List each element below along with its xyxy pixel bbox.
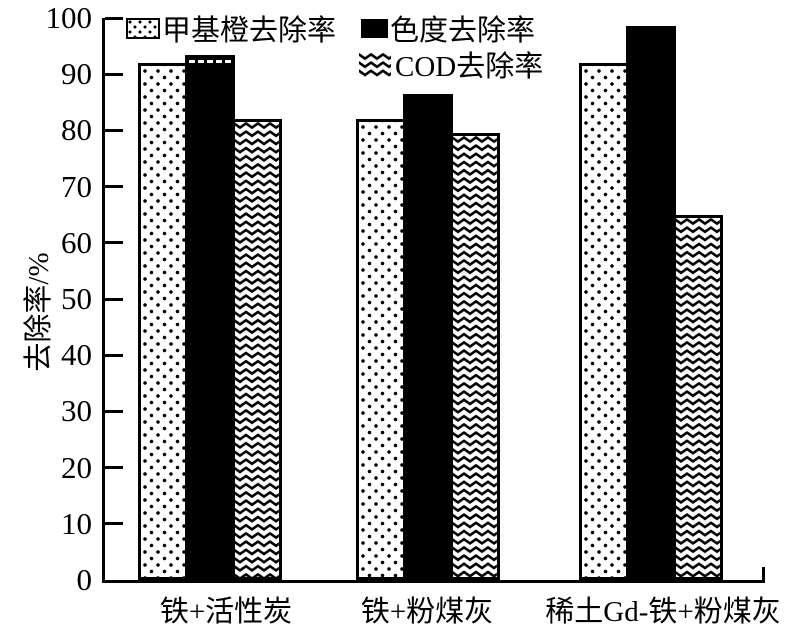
dashed-line-artifact [189, 60, 231, 63]
x-category-label: 铁+活性炭 [159, 596, 293, 628]
plot-area [102, 16, 765, 583]
y-tick-label: 50 [61, 281, 92, 316]
bar-group [138, 55, 282, 580]
bar-dots [579, 63, 629, 580]
legend-swatch-zigzag [359, 51, 391, 77]
bar-zigzag [673, 215, 723, 580]
bar-solid [626, 26, 676, 580]
y-tick-label: 40 [61, 337, 92, 373]
y-tick-label: 0 [76, 562, 93, 597]
x-category-label: 铁+粉煤灰 [360, 596, 494, 628]
y-tick [105, 466, 123, 470]
y-tick [105, 185, 123, 189]
y-tick-label: 70 [61, 168, 92, 204]
legend-item-chroma: 色度去除率 [361, 7, 535, 49]
bar-zigzag [232, 119, 282, 580]
x-category-label: 稀土Gd-铁+粉煤灰 [545, 596, 781, 628]
y-tick-label: 100 [45, 0, 93, 35]
legend-label: 色度去除率 [390, 15, 536, 47]
legend-label: 甲基橙去除率 [162, 15, 337, 47]
y-tick [105, 128, 123, 132]
y-tick-label: 80 [61, 112, 92, 148]
y-tick-label: 60 [61, 224, 92, 260]
bar-dots [356, 119, 406, 580]
bar-dots [138, 63, 188, 580]
y-tick-label: 90 [61, 56, 92, 92]
y-tick [105, 409, 123, 413]
y-tick-label: 20 [61, 449, 92, 485]
y-tick [105, 72, 123, 76]
bar-solid [403, 94, 453, 580]
bar-zigzag [450, 133, 500, 580]
y-tick [105, 353, 123, 357]
legend-item-methyl-orange: 甲基橙去除率 [126, 7, 336, 49]
y-tick [105, 241, 123, 245]
y-tick-label: 10 [61, 505, 92, 541]
bar-group [356, 94, 500, 580]
y-tick [105, 16, 123, 20]
y-tick [105, 297, 123, 301]
legend-swatch-dots [126, 17, 160, 39]
legend-swatch-solid [361, 18, 388, 38]
y-tick [105, 522, 123, 526]
y-tick-label: 30 [61, 393, 92, 429]
legend-label: COD去除率 [395, 51, 544, 83]
x-axis-end-tick [761, 567, 765, 580]
legend-item-cod: COD去除率 [359, 43, 543, 85]
bar-solid [185, 55, 235, 580]
bar-group [579, 26, 723, 580]
